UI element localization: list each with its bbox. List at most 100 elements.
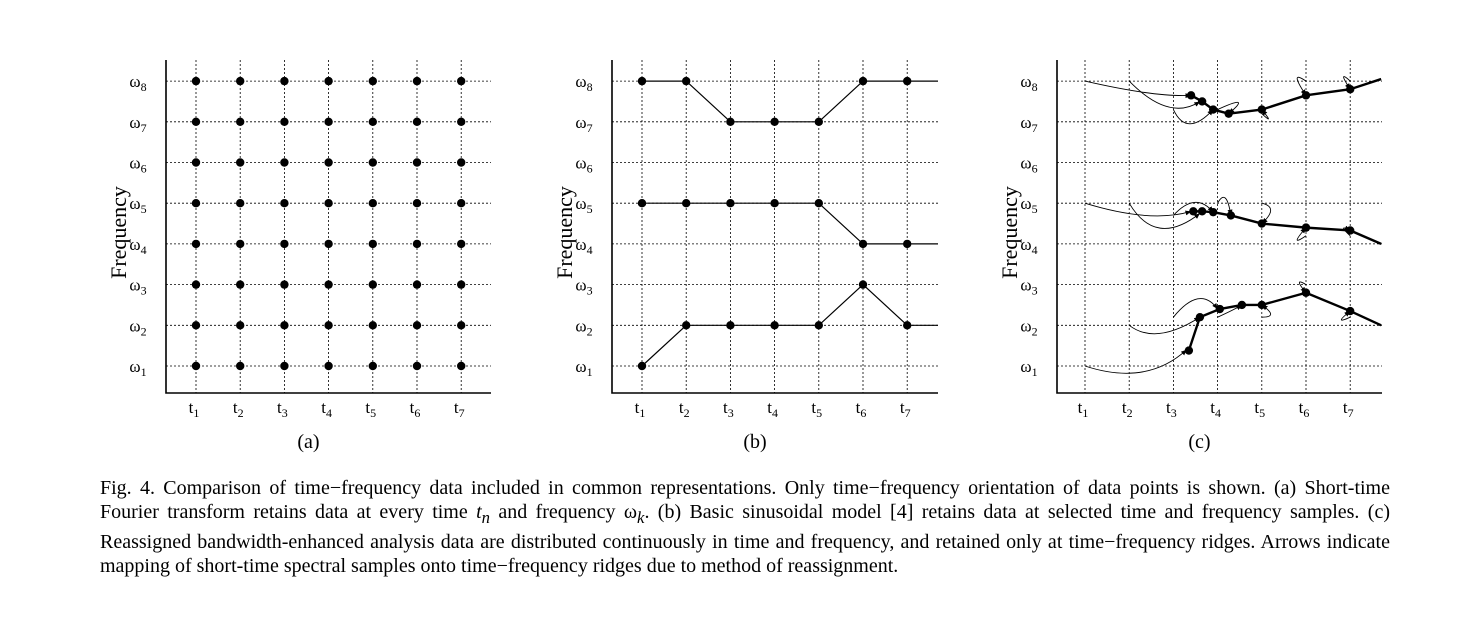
data-point <box>236 76 245 86</box>
reassignment-arrow <box>1298 281 1307 294</box>
data-point <box>412 158 422 167</box>
data-point <box>726 117 735 127</box>
data-point <box>814 321 823 330</box>
y-tick-label: ω3 <box>129 276 146 298</box>
reassignment-arrow <box>1343 76 1351 90</box>
data-point <box>236 199 245 208</box>
y-tick-label: ω8 <box>575 72 592 94</box>
reassignment-arrow <box>1217 304 1243 318</box>
data-point <box>368 117 377 127</box>
caption-text-1: Fig. 4. Comparison of time−frequency dat… <box>100 477 1390 523</box>
data-point <box>903 76 912 86</box>
y-tick-label: ω5 <box>1020 194 1037 216</box>
data-point <box>236 117 245 127</box>
reassignment-arrow <box>1128 80 1201 109</box>
caption-tn-sub: n <box>481 508 490 527</box>
data-point <box>457 158 466 167</box>
data-point <box>457 199 466 208</box>
y-tick-label: ω2 <box>575 316 592 338</box>
data-point <box>191 321 201 330</box>
x-tick-label: t2 <box>679 398 690 420</box>
y-tick-label: ω4 <box>575 235 592 257</box>
data-point <box>280 199 289 208</box>
y-tick-label: ω4 <box>129 235 146 257</box>
x-tick-label: t4 <box>321 398 332 420</box>
data-point <box>457 321 466 330</box>
data-point <box>191 361 201 371</box>
series-line <box>641 283 938 367</box>
reassignment-arrow <box>1261 304 1272 318</box>
data-point <box>412 199 422 208</box>
ridge-point <box>1197 97 1207 106</box>
data-point <box>191 76 201 86</box>
data-point <box>457 239 466 249</box>
y-tick-label: ω6 <box>129 154 146 176</box>
data-point <box>903 239 912 249</box>
axis-frame <box>611 60 938 394</box>
caption-text-2: and frequency ω <box>489 501 638 523</box>
data-point <box>368 199 377 208</box>
data-point <box>858 76 868 86</box>
reassignment-arrow <box>1084 80 1192 99</box>
x-tick-label: t1 <box>1078 398 1089 420</box>
reassignment-arrow <box>1173 201 1214 216</box>
data-point <box>412 280 422 289</box>
y-tick-label: ω5 <box>575 194 592 216</box>
data-point <box>858 239 868 249</box>
x-tick-label: t5 <box>1254 398 1265 420</box>
x-tick-label: t2 <box>233 398 244 420</box>
y-tick-label: ω7 <box>575 113 592 135</box>
y-tick-label: ω1 <box>129 357 146 379</box>
data-point <box>236 321 245 330</box>
data-point <box>457 280 466 289</box>
y-tick-label: ω6 <box>575 154 592 176</box>
y-tick-label: ω7 <box>1020 113 1037 135</box>
data-point <box>412 321 422 330</box>
data-point <box>368 280 377 289</box>
ridge-point <box>1197 207 1207 216</box>
y-tick-label: ω5 <box>129 194 146 216</box>
axis-frame <box>1056 60 1382 394</box>
data-point <box>457 117 466 127</box>
data-point <box>637 199 647 208</box>
panel-label: (b) <box>743 431 766 453</box>
data-point <box>412 361 422 371</box>
data-point <box>682 76 691 86</box>
x-tick-label: t3 <box>723 398 734 420</box>
data-point <box>814 117 823 127</box>
data-point <box>726 199 735 208</box>
data-point <box>814 199 823 208</box>
data-point <box>770 321 779 330</box>
x-tick-label: t1 <box>635 398 646 420</box>
data-point <box>280 117 289 127</box>
x-tick-label: t5 <box>365 398 376 420</box>
reassignment-arrow <box>1084 349 1187 374</box>
panel-b-sinusoidal-model: ω1 ω2 ω3 ω4 ω5 ω6 ω7 ω8 t1 t2 t3 t4 t5 t6 t7 Frequency (… <box>552 60 938 453</box>
reassignment-arrow <box>1217 196 1233 216</box>
reassignment-arrow <box>1296 76 1307 96</box>
data-point <box>637 76 647 86</box>
caption-text-3: . (b) Basic sinusoidal model [4] retains… <box>100 501 1390 577</box>
data-point <box>368 361 377 371</box>
data-point <box>236 158 245 167</box>
data-point <box>368 239 377 249</box>
data-point <box>324 76 333 86</box>
y-tick-label: ω3 <box>1020 276 1037 298</box>
x-tick-label: t7 <box>900 398 911 420</box>
figure-4: ω1 ω2 ω3 ω4 ω5 ω6 ω7 ω8 t1 t2 t3 t4 t5 t6 t7 Frequency (… <box>106 60 1382 453</box>
y-tick-label: ω8 <box>129 72 146 94</box>
panel-label: (c) <box>1188 431 1210 453</box>
y-tick-label: ω8 <box>1020 72 1037 94</box>
x-tick-label: t4 <box>1210 398 1221 420</box>
data-point <box>191 280 201 289</box>
panel-c-reassigned-bandwidth-enhanced: ω1 ω2 ω3 ω4 ω5 ω6 ω7 ω8 t1 t2 t3 t4 t5 t6 t7 Frequency (… <box>997 60 1382 453</box>
series-line <box>642 202 938 245</box>
data-point <box>412 117 422 127</box>
data-point <box>903 321 912 330</box>
y-tick-label: ω3 <box>575 276 592 298</box>
y-axis-label: Frequency <box>552 186 577 279</box>
ridge-point <box>1195 312 1205 322</box>
x-tick-label: t7 <box>1343 398 1354 420</box>
panel-a-stft-grid: ω1 ω2 ω3 ω4 ω5 ω6 ω7 ω8 t1 t2 t3 t4 t5 t6 t7 Frequency (… <box>106 60 491 453</box>
data-point <box>324 239 333 249</box>
